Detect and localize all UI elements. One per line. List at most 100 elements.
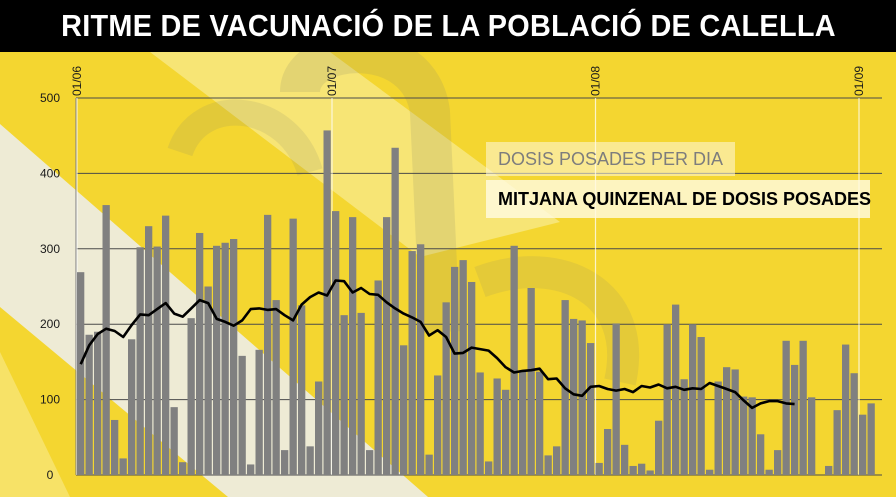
bar: [578, 320, 586, 475]
bar: [281, 450, 289, 475]
bar: [629, 465, 637, 475]
legend-entry-line: MITJANA QUINZENAL DE DOSIS POSADES: [486, 180, 871, 218]
bar: [94, 331, 102, 475]
title-bar: RITME DE VACUNACIÓ DE LA POBLACIÓ DE CAL…: [0, 0, 896, 52]
bar: [757, 434, 765, 475]
bar: [323, 130, 331, 475]
bar: [196, 232, 204, 475]
bar: [102, 205, 110, 475]
bar: [604, 429, 612, 475]
background-swirl: [167, 99, 323, 177]
bar: [663, 324, 671, 475]
bar: [476, 372, 484, 475]
bar: [740, 396, 748, 475]
bar: [689, 324, 697, 475]
bar: [383, 217, 391, 475]
bar: [680, 379, 688, 475]
bar: [425, 454, 433, 475]
bar: [782, 340, 790, 475]
bar: [374, 280, 382, 475]
bar: [774, 450, 782, 475]
bar: [791, 364, 799, 475]
bar: [833, 410, 841, 475]
bar: [459, 260, 467, 475]
bar: [723, 367, 731, 475]
bar: [570, 318, 578, 475]
x-tick-label: 01/09: [852, 66, 866, 96]
chart-title: RITME DE VACUNACIÓ DE LA POBLACIÓ DE CAL…: [60, 8, 836, 43]
bar: [731, 369, 739, 475]
bar: [119, 458, 127, 475]
bar: [357, 312, 365, 475]
background-stripe: [0, 352, 70, 497]
bar: [145, 226, 153, 475]
bar: [799, 340, 807, 475]
bar: [714, 381, 722, 475]
bar: [408, 251, 416, 475]
series-line-path: [79, 279, 795, 410]
bar: [255, 349, 263, 475]
bar: [111, 419, 119, 475]
bar: [502, 389, 510, 475]
bar: [442, 302, 450, 475]
bar: [697, 337, 705, 475]
bar: [850, 373, 858, 475]
y-axis: 0 100 200 300 400 500: [40, 91, 60, 482]
bar: [128, 339, 136, 475]
x-axis: 01/06 01/07 01/08 01/09: [70, 66, 866, 96]
bar: [612, 323, 620, 475]
bar: [247, 464, 255, 475]
bar: [315, 381, 323, 475]
bar: [706, 469, 714, 475]
bar: [366, 450, 374, 475]
chart-plot: 0 100 200 300 400 500 01/06 01/07 01/08 01/09: [0, 52, 896, 497]
bar: [808, 397, 816, 475]
bar: [485, 461, 493, 475]
bar: [527, 288, 535, 475]
bar: [187, 318, 195, 475]
bar: [179, 462, 187, 475]
bar: [400, 345, 408, 475]
x-tick-label: 01/06: [70, 66, 84, 96]
x-tick-label: 01/07: [325, 66, 339, 96]
bar: [451, 266, 459, 475]
bar: [349, 217, 357, 475]
bar: [136, 247, 144, 475]
bar: [238, 355, 246, 475]
bar: [765, 469, 773, 475]
bar: [332, 211, 340, 475]
bar: [170, 407, 178, 475]
bar: [306, 446, 314, 475]
bar: [272, 300, 280, 475]
bar: [77, 272, 85, 475]
bar: [85, 334, 93, 475]
bar: [553, 446, 561, 475]
bar: [536, 371, 544, 475]
y-tick-label: 400: [40, 166, 60, 180]
bar: [468, 281, 476, 475]
bar: [621, 444, 629, 475]
bar: [417, 244, 425, 475]
series-bars: [77, 130, 875, 475]
legend-entry-bars: DOSIS POSADES PER DIA: [486, 142, 736, 176]
bar: [221, 242, 229, 475]
bar: [340, 315, 348, 475]
bar: [825, 465, 833, 475]
bar: [213, 245, 221, 475]
background-swirl: [280, 52, 460, 333]
bar: [298, 305, 306, 475]
bar: [587, 343, 595, 475]
series-line: [79, 279, 795, 410]
bar: [264, 214, 272, 475]
bar: [289, 218, 297, 475]
y-tick-label: 500: [40, 91, 60, 105]
bar: [655, 420, 663, 475]
bar: [230, 238, 238, 475]
background-swirl: [474, 256, 640, 386]
bar: [493, 378, 501, 475]
x-tick-label: 01/08: [589, 66, 603, 96]
y-tick-label: 100: [40, 393, 60, 407]
bar: [748, 397, 756, 475]
bar: [859, 414, 867, 475]
